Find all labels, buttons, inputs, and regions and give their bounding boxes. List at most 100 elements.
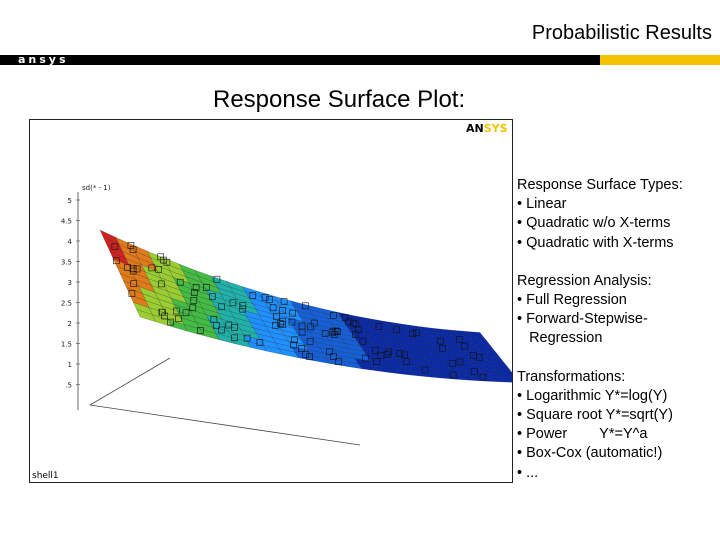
sample-point-marker xyxy=(213,275,221,283)
sample-point-marker xyxy=(190,297,198,304)
sample-point-marker xyxy=(249,292,257,299)
side-group-item: • Square root Y*=sqrt(Y) xyxy=(517,407,673,424)
side-group-item: • Box-Cox (automatic!) xyxy=(517,445,663,462)
z-axis-tick-label: 3 xyxy=(68,279,72,287)
side-group-heading: Transformations: xyxy=(517,368,626,385)
sample-point-marker xyxy=(470,368,478,375)
sample-point-marker xyxy=(129,265,137,272)
sample-point-marker xyxy=(128,290,136,297)
sample-point-marker xyxy=(272,321,279,329)
sample-point-marker xyxy=(321,330,329,337)
plot-logo: ANSYS xyxy=(466,122,508,135)
sample-point-marker xyxy=(113,257,120,265)
sample-point-marker xyxy=(302,351,310,358)
sample-point-marker xyxy=(229,299,237,307)
sample-point-marker xyxy=(279,317,287,325)
sample-point-marker xyxy=(373,358,380,365)
surface-cell xyxy=(497,373,512,379)
z-axis-tick-label: 5 xyxy=(68,197,72,205)
sample-point-marker xyxy=(396,350,404,357)
sample-point-marker xyxy=(243,334,251,342)
sample-point-marker xyxy=(288,318,296,326)
sample-point-marker xyxy=(301,302,309,310)
sample-point-marker xyxy=(279,307,286,314)
sample-point-marker xyxy=(291,336,298,344)
sample-point-marker xyxy=(456,336,463,343)
sample-point-marker xyxy=(362,354,369,362)
sample-point-marker xyxy=(209,293,216,300)
z-axis-label: sd(* - 1) xyxy=(82,184,111,192)
sample-point-marker xyxy=(218,303,225,311)
sample-point-marker xyxy=(280,298,288,305)
sample-point-marker xyxy=(289,309,297,317)
side-group: Transformations: • Logarithmic Y*=log(Y) •… xyxy=(517,368,717,483)
sample-point-marker xyxy=(197,327,204,334)
sample-point-marker xyxy=(203,284,210,291)
header-title: Probabilistic Results xyxy=(531,22,712,44)
sample-point-marker xyxy=(158,280,165,288)
sample-point-marker xyxy=(269,304,277,312)
side-group: Response Surface Types: • Linear • Quadrat… xyxy=(517,176,717,253)
sample-point-marker xyxy=(231,334,238,342)
sample-point-marker xyxy=(375,323,383,330)
sample-point-marker xyxy=(239,302,247,309)
side-group-item: • Power Y*=Y^a xyxy=(517,426,648,443)
top-rule-gold xyxy=(600,55,720,65)
y-axis xyxy=(89,357,171,406)
sample-point-marker xyxy=(192,284,200,291)
sample-point-marker xyxy=(393,326,400,333)
ansys-logo: ansys xyxy=(18,53,69,66)
side-group-item: • Full Regression xyxy=(517,292,627,309)
top-rule-dark: ansys xyxy=(0,53,600,66)
sample-point-marker xyxy=(331,331,338,338)
sample-point-marker xyxy=(449,360,457,367)
z-axis-tick-label: 4.5 xyxy=(61,218,72,226)
surface-canvas: 54.543.532.521.51.5sd(* - 1) xyxy=(61,184,512,446)
plot-footer: shell1 xyxy=(32,471,59,481)
sample-point-marker xyxy=(279,321,286,328)
sample-point-marker xyxy=(157,253,164,261)
sample-point-marker xyxy=(307,323,315,331)
sample-point-marker xyxy=(412,329,420,337)
sample-point-marker xyxy=(189,304,197,312)
sample-point-marker xyxy=(461,342,468,350)
side-group-heading: Response Surface Types: xyxy=(517,177,683,193)
response-surface-plot: ANSYS 5 4.5 4 3.5 3 2.5 2 1.5 1.5 sd(* - 1) shell… xyxy=(29,119,513,483)
sample-point-marker xyxy=(383,351,391,358)
z-axis-tick-label: 1 xyxy=(68,361,72,369)
sample-point-marker xyxy=(469,352,477,359)
sample-point-marker xyxy=(409,330,417,338)
sample-point-marker xyxy=(306,338,314,345)
sample-point-marker xyxy=(359,337,367,345)
z-axis-tick-label: 2.5 xyxy=(61,300,72,308)
sample-point-marker xyxy=(329,312,337,319)
sample-point-marker xyxy=(439,344,446,352)
sample-point-marker xyxy=(476,354,483,361)
side-group-item: • Quadratic with X-terms xyxy=(517,234,674,251)
sample-point-marker xyxy=(155,266,162,273)
sample-point-marker xyxy=(330,353,337,360)
sample-point-marker xyxy=(421,366,429,374)
sample-point-marker xyxy=(372,347,379,354)
z-axis-tick-label: 2 xyxy=(68,320,72,328)
slide-subtitle: Response Surface Plot: xyxy=(213,86,466,113)
sample-point-marker xyxy=(129,246,137,253)
sample-point-marker xyxy=(256,339,264,346)
sample-point-marker xyxy=(231,324,238,331)
sample-point-marker xyxy=(225,321,233,329)
sample-point-marker xyxy=(341,314,349,321)
sample-point-marker xyxy=(456,358,464,366)
sample-point-marker xyxy=(479,373,487,381)
sample-point-marker xyxy=(124,264,131,271)
sample-point-marker xyxy=(266,296,273,303)
side-group-item: • Logarithmic Y*=log(Y) xyxy=(517,387,668,404)
sample-point-marker xyxy=(297,345,305,352)
z-axis-tick-label: 4 xyxy=(68,238,73,246)
sample-point-marker xyxy=(277,320,284,327)
side-group-item: • Linear xyxy=(517,196,567,213)
sample-point-marker xyxy=(352,320,360,328)
top-rule: ansys xyxy=(0,53,720,66)
sample-point-marker xyxy=(111,243,119,251)
sample-point-marker xyxy=(310,319,318,327)
sample-point-marker xyxy=(148,264,156,272)
